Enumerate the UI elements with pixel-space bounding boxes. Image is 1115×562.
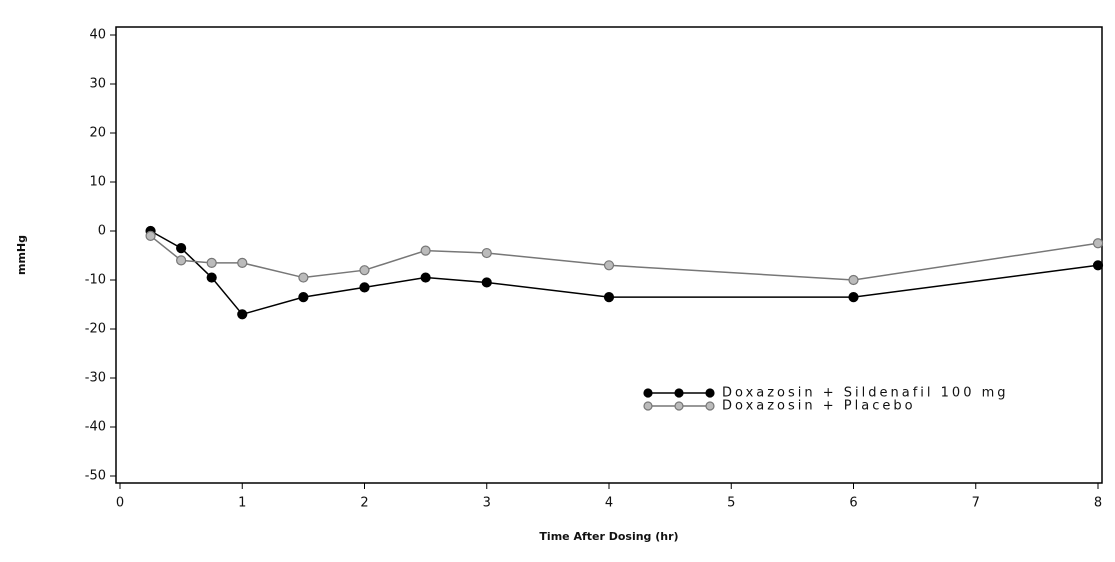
marker	[298, 272, 309, 283]
x-tick-label: 0	[116, 496, 124, 511]
marker	[1092, 238, 1104, 249]
marker	[481, 247, 492, 259]
y-tick-label: -40	[85, 420, 106, 435]
legend-marker	[643, 401, 653, 411]
y-tick-label: -10	[85, 273, 106, 288]
legend-marker	[674, 401, 684, 411]
x-tick-label: 5	[727, 496, 735, 511]
marker	[359, 282, 370, 293]
y-tick-label: 30	[89, 77, 106, 92]
marker	[603, 260, 615, 271]
x-tick-label: 4	[605, 496, 613, 511]
marker	[848, 274, 859, 286]
marker	[420, 245, 431, 256]
marker	[420, 272, 431, 283]
marker	[359, 265, 370, 276]
marker	[176, 255, 187, 266]
marker	[237, 257, 248, 268]
legend-marker	[674, 388, 684, 398]
x-tick-label: 8	[1094, 496, 1102, 511]
marker	[206, 257, 217, 268]
marker	[206, 272, 217, 283]
y-tick-label: 10	[89, 175, 106, 190]
marker	[603, 292, 615, 303]
plot-frame	[115, 26, 1103, 484]
x-tick-label: 3	[483, 496, 491, 511]
y-tick-label: 20	[89, 126, 106, 141]
y-tick-label: -20	[85, 322, 106, 337]
x-tick-label: 1	[238, 496, 246, 511]
legend-marker	[705, 401, 715, 411]
x-tick-label: 7	[972, 496, 980, 511]
marker	[176, 243, 187, 254]
legend-label: Doxazosin + Sildenafil 100 mg	[722, 386, 1009, 401]
legend-marker	[643, 388, 653, 398]
x-tick-label: 2	[360, 496, 368, 511]
series-line	[150, 235, 1099, 281]
y-tick-label: 0	[98, 224, 106, 239]
x-axis-label: Time After Dosing (hr)	[539, 530, 678, 543]
marker	[145, 230, 156, 241]
marker	[481, 277, 492, 288]
y-tick-label: 40	[89, 28, 106, 43]
series-line	[150, 230, 1099, 316]
y-tick-label: -30	[85, 371, 106, 386]
marker	[848, 292, 859, 303]
legend-label: Doxazosin + Placebo	[722, 399, 916, 414]
y-tick-label: -50	[85, 469, 106, 484]
y-axis-label: mmHg	[15, 235, 28, 275]
marker	[237, 309, 248, 320]
x-tick-label: 6	[849, 496, 857, 511]
marker	[1092, 260, 1104, 271]
marker	[298, 292, 309, 303]
legend-marker	[705, 388, 715, 398]
